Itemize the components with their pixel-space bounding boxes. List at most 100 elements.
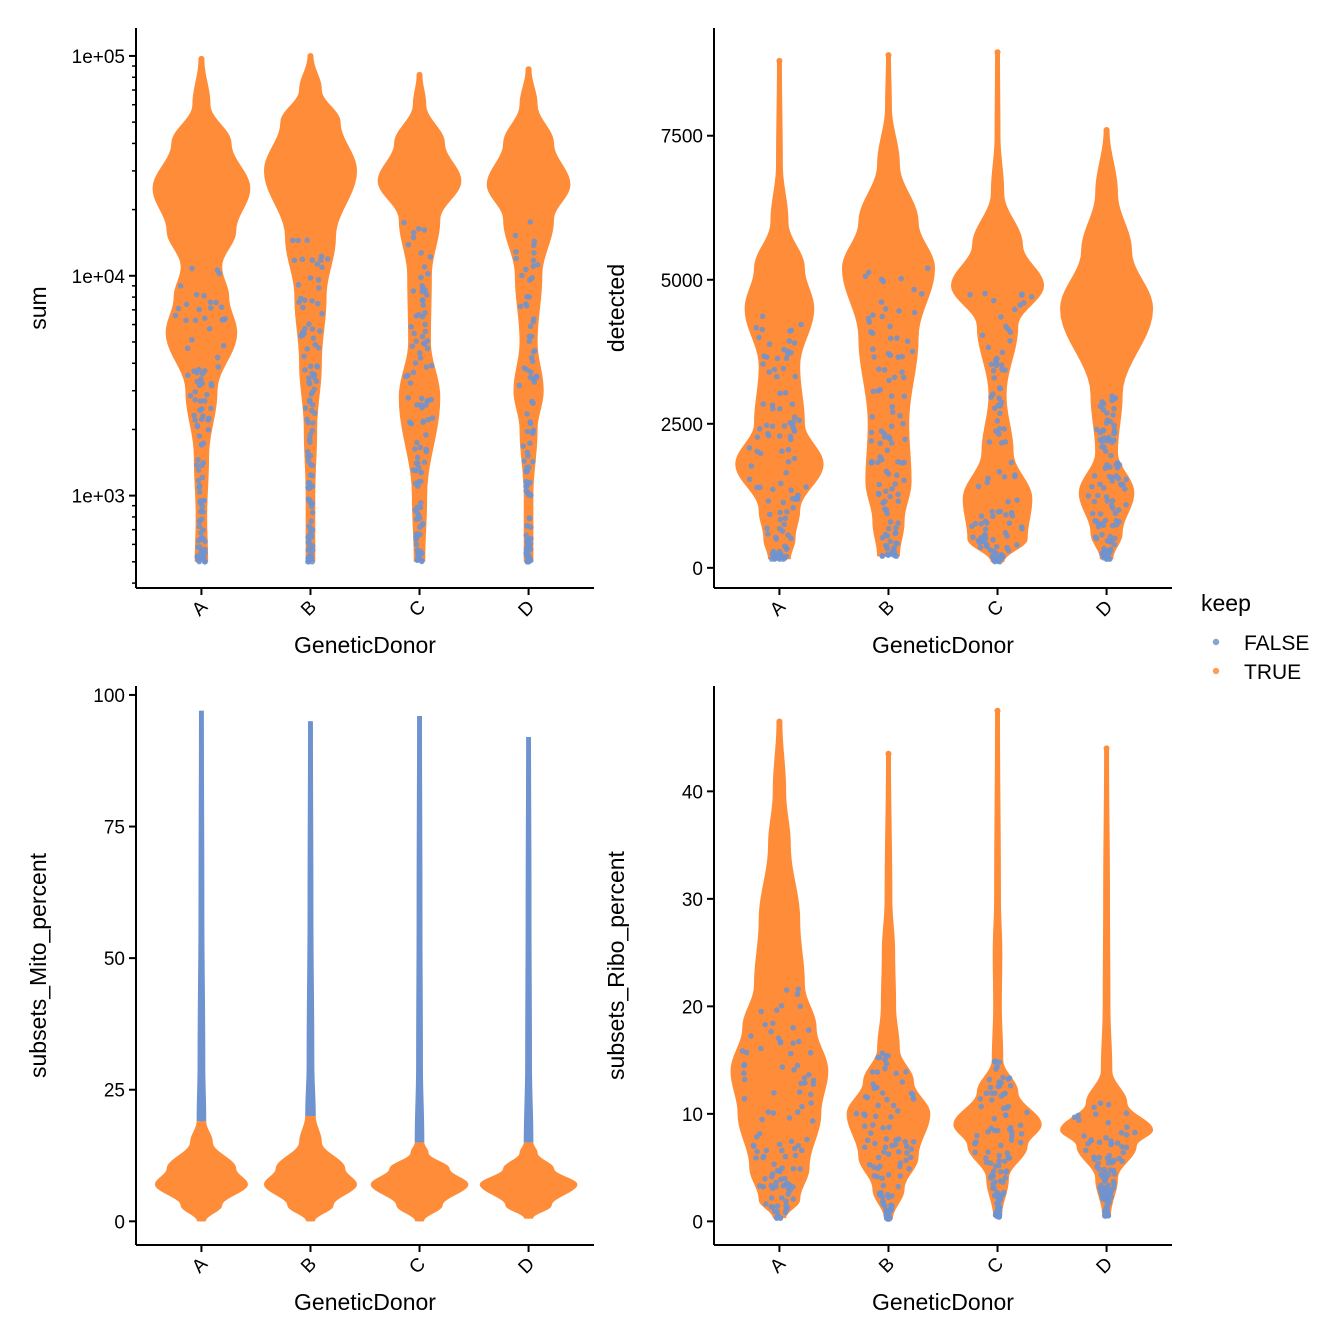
false-point bbox=[309, 509, 316, 516]
false-point bbox=[996, 1214, 1003, 1220]
false-point bbox=[1113, 473, 1120, 479]
false-point bbox=[305, 453, 311, 460]
false-point bbox=[523, 302, 530, 309]
false-point bbox=[853, 1110, 860, 1117]
false-point bbox=[302, 405, 309, 411]
false-point bbox=[420, 302, 427, 309]
violin-B bbox=[846, 750, 931, 1222]
false-point bbox=[319, 264, 325, 271]
false-point bbox=[990, 391, 996, 397]
false-point bbox=[295, 281, 302, 288]
false-point bbox=[207, 305, 214, 311]
false-point bbox=[882, 1144, 889, 1151]
false-point bbox=[869, 1069, 876, 1075]
max-point bbox=[1103, 745, 1110, 752]
false-point bbox=[304, 237, 311, 244]
false-point bbox=[885, 1151, 892, 1158]
false-point bbox=[901, 374, 907, 381]
false-point bbox=[1104, 538, 1111, 544]
false-point bbox=[1104, 1202, 1111, 1209]
false-point bbox=[988, 1097, 995, 1103]
false-point bbox=[1120, 481, 1126, 488]
false-point bbox=[196, 433, 203, 439]
false-point bbox=[892, 1141, 899, 1148]
false-point bbox=[1105, 1172, 1112, 1178]
false-point bbox=[753, 1155, 759, 1161]
false-point bbox=[1000, 1179, 1006, 1185]
false-point bbox=[525, 541, 532, 548]
false-point bbox=[990, 513, 996, 520]
false-point bbox=[888, 393, 895, 399]
false-point bbox=[759, 326, 766, 333]
false-point bbox=[794, 991, 801, 998]
false-point bbox=[305, 484, 311, 491]
false-point bbox=[306, 497, 313, 503]
false-point bbox=[759, 1116, 765, 1123]
false-point bbox=[754, 434, 761, 440]
false-point bbox=[894, 335, 900, 341]
false-point bbox=[530, 428, 536, 435]
false-point bbox=[781, 521, 788, 528]
false-point bbox=[201, 367, 208, 374]
false-point bbox=[523, 266, 529, 273]
false-point bbox=[777, 390, 783, 397]
false-point bbox=[983, 1155, 989, 1161]
false-point bbox=[205, 417, 211, 423]
false-point bbox=[987, 1084, 994, 1091]
false-point bbox=[884, 551, 891, 558]
false-point bbox=[877, 454, 883, 460]
violin-body-true bbox=[730, 721, 829, 1219]
false-point bbox=[218, 304, 225, 310]
x-tick-label: B bbox=[297, 597, 321, 621]
false-point bbox=[910, 1091, 916, 1098]
false-point bbox=[523, 552, 530, 559]
false-point bbox=[795, 1142, 802, 1149]
false-point bbox=[307, 275, 314, 281]
false-point bbox=[997, 1196, 1004, 1203]
false-point bbox=[760, 401, 767, 407]
false-point bbox=[521, 365, 528, 371]
false-point bbox=[993, 428, 999, 435]
false-point bbox=[884, 510, 890, 517]
false-point bbox=[1092, 1111, 1099, 1117]
false-point bbox=[783, 355, 790, 362]
false-point bbox=[314, 261, 321, 267]
false-point bbox=[769, 402, 776, 408]
false-point bbox=[881, 1149, 887, 1155]
false-point bbox=[1107, 533, 1113, 540]
false-point bbox=[405, 395, 411, 401]
false-point bbox=[886, 1124, 892, 1130]
false-point bbox=[203, 391, 210, 398]
false-point bbox=[305, 375, 312, 381]
false-point bbox=[414, 504, 421, 511]
false-point bbox=[1109, 522, 1116, 529]
false-point bbox=[777, 1176, 784, 1183]
false-point bbox=[765, 432, 772, 439]
false-point bbox=[1096, 1166, 1103, 1173]
false-point bbox=[889, 1193, 895, 1199]
false-point bbox=[783, 1207, 789, 1213]
false-point bbox=[978, 1103, 984, 1110]
false-point bbox=[805, 1027, 812, 1033]
false-point bbox=[1101, 1166, 1108, 1173]
false-point bbox=[870, 346, 876, 352]
false-point bbox=[1111, 535, 1118, 542]
false-point bbox=[1019, 525, 1025, 532]
false-point bbox=[302, 367, 308, 373]
false-point bbox=[519, 272, 525, 279]
false-point bbox=[1006, 1126, 1013, 1132]
false-point bbox=[741, 1062, 747, 1069]
false-point bbox=[760, 361, 766, 367]
false-point bbox=[1011, 306, 1018, 313]
false-point bbox=[862, 1112, 868, 1119]
false-point bbox=[201, 398, 208, 404]
false-point bbox=[991, 1115, 998, 1122]
false-point bbox=[753, 1134, 760, 1140]
false-point bbox=[1007, 337, 1013, 344]
false-point bbox=[1103, 1197, 1109, 1204]
false-point bbox=[214, 354, 221, 361]
false-point bbox=[308, 534, 314, 540]
false-point bbox=[419, 288, 426, 295]
false-point bbox=[897, 1160, 904, 1166]
false-point bbox=[1118, 1129, 1125, 1136]
